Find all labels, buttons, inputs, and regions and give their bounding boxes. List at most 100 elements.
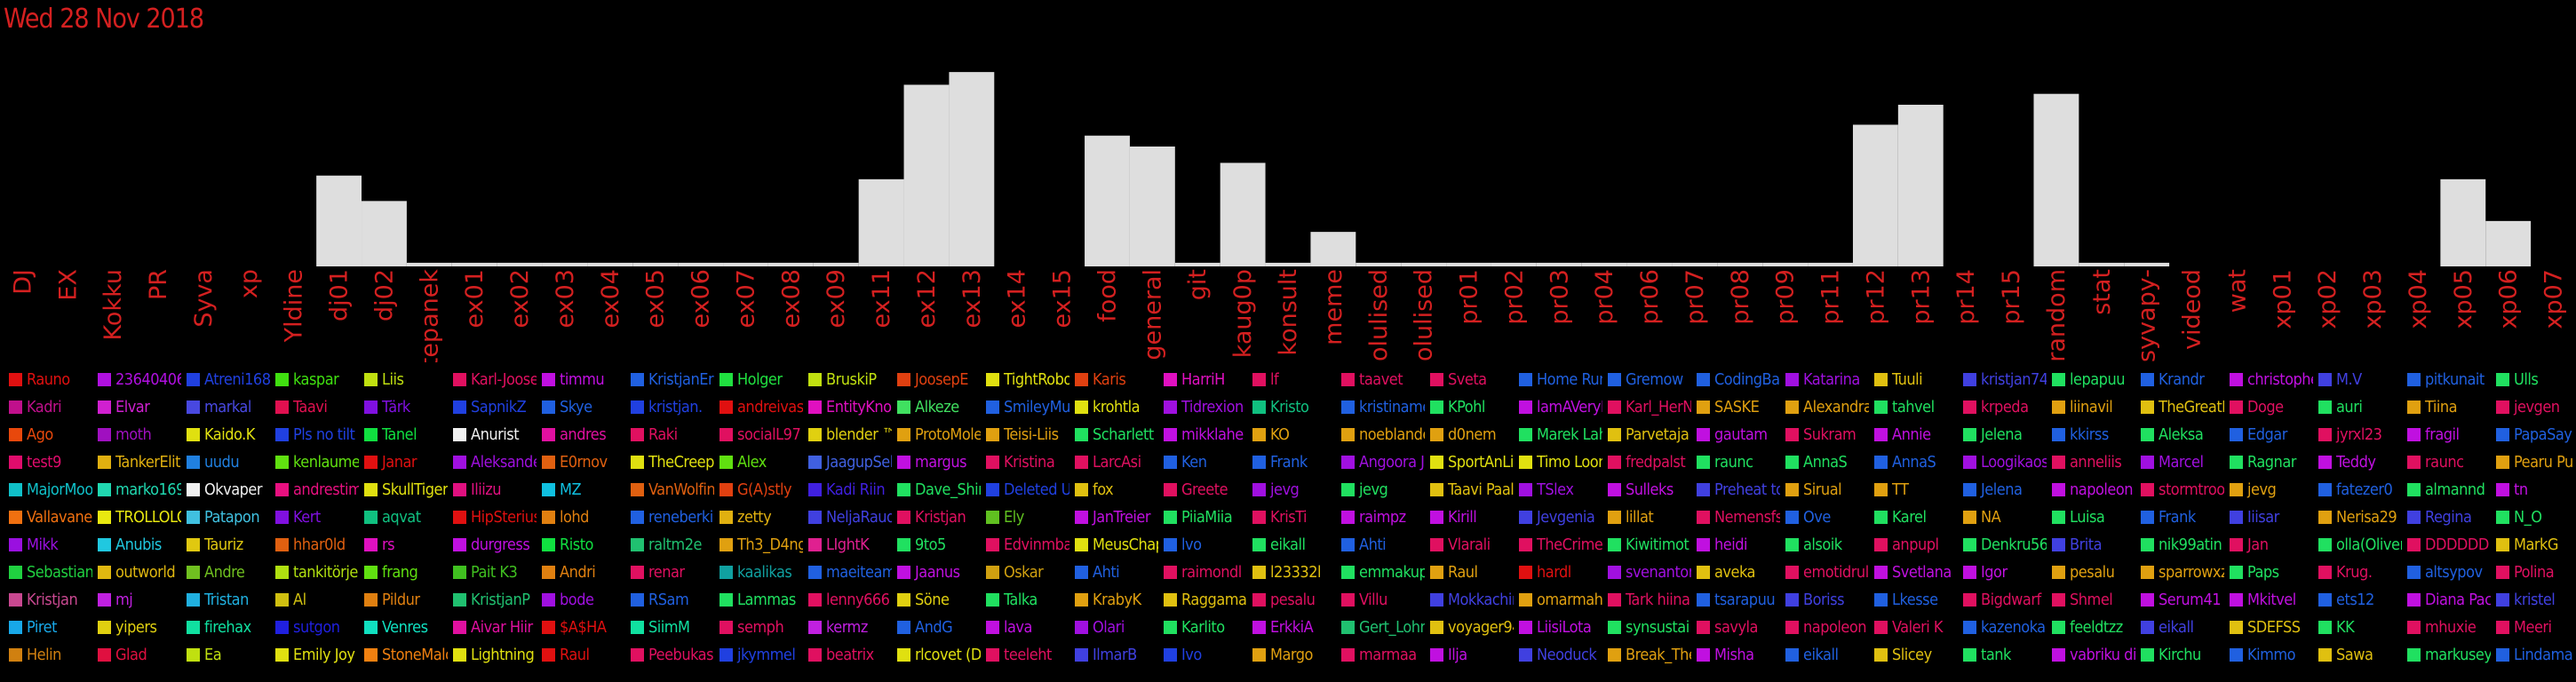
user-entry: Tidrexion [1164,393,1247,420]
user-color-swatch [453,565,466,579]
user-entry: KrisTi [1252,504,1336,530]
user-name: Aleksa [2159,424,2204,444]
user-entry: G(A)stly [720,476,803,503]
user-color-swatch [2141,455,2154,469]
user-entry: Brita [2052,531,2135,558]
user-entry: CodingBad [1697,366,1780,393]
user-name: Kimmo [2247,645,2296,664]
user-name: raimpz [1359,507,1406,527]
user-color-swatch [1252,455,1266,469]
user-color-swatch [542,592,555,607]
user-name: jkymmel [737,645,796,664]
user-color-swatch [897,510,910,524]
user-color-swatch [542,400,555,414]
user-color-swatch [1164,647,1177,662]
user-color-swatch [2141,647,2154,662]
user-name: Al [293,590,306,609]
user-color-swatch [1075,482,1088,496]
user-color-swatch [897,537,910,551]
user-color-swatch [2407,510,2421,524]
user-entry: StoneMalon [364,641,448,668]
user-name: ProtoMolen [915,424,981,444]
user-color-swatch [98,455,111,469]
user-color-swatch [1075,427,1088,441]
user-name: Igor [1981,562,2008,582]
user-entry: Ken [1164,448,1247,475]
user-color-swatch [98,620,111,634]
user-name: Karel [1892,507,1927,527]
user-color-swatch [1608,592,1621,607]
user-color-swatch [986,565,999,579]
user-name: Ove [1803,507,1831,527]
user-entry: Kristina [986,448,1069,475]
user-color-swatch [453,592,466,607]
user-color-swatch [1430,592,1443,607]
user-name: Pait K3 [471,562,518,582]
user-name: Jevgenia [1537,507,1595,527]
user-name: Karl_HerN [1626,397,1691,416]
user-name: SkullTiger [382,480,448,499]
user-entry: sparrowxz [2141,559,2224,585]
user-entry: rlcovet (D [897,641,981,668]
user-name: Krug. [2336,562,2373,582]
user-name: Preheat to [1714,480,1780,499]
user-color-swatch [2052,427,2065,441]
category-label: pr15 [1998,269,2025,325]
user-name: VanWolfing [648,480,714,499]
user-entry: Talka [986,586,1069,613]
user-entry: Kirill [1430,504,1514,530]
user-name: sutgon [293,617,340,637]
user-name: Iiisar [2247,507,2279,527]
user-color-swatch [1874,620,1888,634]
user-name: TightRobot [1004,369,1069,389]
user-color-swatch [1075,372,1088,386]
user-name: TT [1892,480,1909,499]
user-color-swatch [364,372,378,386]
user-name: Edvinmbal [1004,535,1069,554]
user-color-swatch [808,455,822,469]
bar-ex07 [723,262,768,266]
user-entry: Raki [631,421,714,448]
user-color-swatch [1608,620,1621,634]
bar-kaug0p [1220,163,1266,266]
user-entry: savyla [1697,614,1780,640]
bar-git [1174,262,1220,266]
user-name: anpupl [1892,535,1939,554]
user-name: Kadi Riin [826,480,886,499]
user-entry: Denkru56 [1963,531,2047,558]
user-color-swatch [98,372,111,386]
activity-bar-chart: DJ EX Kokku PR Syva xp Yldine dj01 dj02 ettepanek… [9,72,2568,362]
user-entry: Aleksander [453,448,537,475]
user-name: Mokkachin [1448,590,1514,609]
user-name: kristel [2514,590,2556,609]
user-color-swatch [2230,482,2243,496]
user-color-swatch [1608,565,1621,579]
bar-pr03 [1536,262,1582,266]
user-color-swatch [1430,565,1443,579]
user-entry: Oskar [986,559,1069,585]
user-entry: Tanel [364,421,448,448]
user-color-swatch [364,482,378,496]
user-entry: raunc [2407,448,2491,475]
user-color-swatch [9,455,22,469]
user-name: krpeda [1981,397,2029,416]
user-name: TankerElite [115,452,181,472]
user-entry: MZ [542,476,625,503]
user-entry: Tristan [187,586,270,613]
user-entry: Olari [1075,614,1158,640]
user-name: Helin [27,645,61,664]
user-name: MajorMoose [27,480,92,499]
user-entry: heidi [1697,531,1780,558]
user-name: emotidrul [1803,562,1869,582]
user-color-swatch [1785,400,1799,414]
user-color-swatch [2141,372,2154,386]
user-name: voyager94 [1448,617,1514,637]
user-color-swatch [1519,372,1532,386]
user-entry: ProtoMolen [897,421,981,448]
user-entry: Andre [187,559,270,585]
category-label: pr13 [1907,269,1935,325]
user-color-swatch [808,400,822,414]
user-entry: Patapon [187,504,270,530]
user-entry: margus [897,448,981,475]
user-name: moth [115,424,152,444]
